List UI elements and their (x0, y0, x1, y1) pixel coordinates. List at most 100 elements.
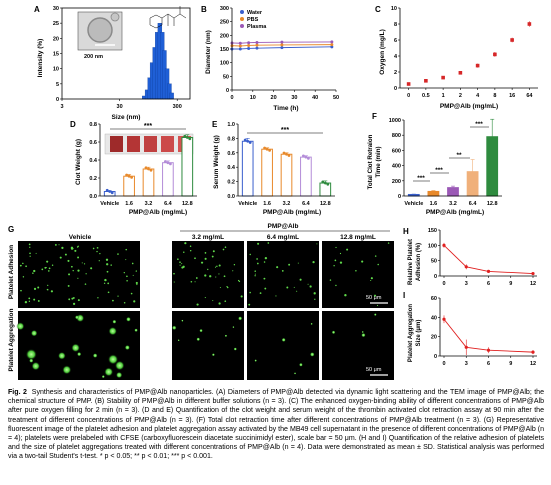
platelet-spot-0-1-11 (189, 245, 192, 247)
platelet-spot-0-0-77 (106, 270, 109, 273)
panel-e-dot-0-1 (246, 139, 250, 143)
panel-b-ylabel: Diameter (nm) (205, 30, 212, 74)
panel-g-col-vehicle: Vehicle (69, 234, 92, 241)
panel-f-xtick-label-4: 12.8 (487, 201, 498, 207)
panel-c-point-1 (424, 79, 428, 83)
platelet-spot-0-3-5 (374, 255, 377, 257)
panel-e-ytick-label-3: 0.6 (227, 151, 235, 157)
platelet-spot-1-2-3 (254, 359, 257, 362)
platelet-spot-0-0-69 (64, 253, 67, 256)
panel-h-yticks: 0 50 100 150 (428, 228, 440, 280)
panel-a-ytick-label-2: 10 (53, 67, 59, 73)
panel-c: C Oxygen (mg/L) 0 2 4 6 8 10 0 0.5 1 2 4 8 16 64 PMP… (375, 5, 538, 110)
panel-h-xtick-label-3: 9 (509, 281, 512, 287)
platelet-spot-0-0-66 (99, 252, 101, 255)
platelet-spot-0-1-15 (194, 257, 196, 260)
platelet-spot-0-0-59 (135, 281, 138, 285)
platelet-spot-0-0-41 (76, 246, 79, 248)
platelet-spot-1-1-9 (211, 353, 215, 357)
platelet-spot-0-1-42 (226, 286, 228, 288)
panel-a-ytick-label-6: 30 (53, 6, 59, 12)
panel-g-letter: G (8, 225, 14, 234)
platelet-spot-0-1-14 (204, 252, 207, 254)
platelet-spot-0-0-62 (107, 291, 110, 294)
platelet-spot-0-0-80 (33, 287, 37, 290)
platelet-spot-0-2-9 (259, 292, 262, 295)
panel-c-xtick-label-6: 16 (509, 93, 515, 99)
platelet-spot-1-3-0 (373, 313, 377, 316)
platelet-spot-1-0-4 (74, 315, 79, 320)
fluorescence-panel-0-0 (18, 241, 140, 308)
panel-f-ytick-label-1: 200 (392, 179, 401, 185)
panel-f: F Total Clot Retraion Time (min) 0 200 400… (367, 112, 502, 216)
panel-a: A Intensity (%) 0 5 10 15 20 25 30 3 30 300 Size… (34, 5, 191, 121)
platelet-spot-0-0-5 (47, 284, 49, 286)
platelet-spot-0-2-24 (286, 286, 289, 289)
platelet-spot-0-0-17 (96, 250, 98, 253)
panel-e-xtick-label-4: 12.8 (320, 201, 331, 207)
platelet-spot-0-2-20 (316, 243, 318, 245)
clot-photo-1-6 (127, 136, 140, 152)
platelet-spot-0-2-1 (297, 262, 299, 264)
panel-d-xtick-label-2: 3.2 (145, 201, 153, 207)
panel-f-ylabel-1: Total Clot Retraion (367, 134, 374, 189)
panel-b-xlabel: Time (h) (273, 105, 298, 112)
scale-label-top: 50 μm (366, 295, 382, 301)
tem-scale-label: 200 nm (84, 54, 103, 60)
panel-c-xtick-label-0: 0 (407, 93, 410, 99)
platelet-spot-0-0-75 (48, 267, 51, 270)
platelet-spot-0-0-34 (125, 259, 127, 261)
platelet-spot-0-2-22 (256, 258, 258, 260)
platelet-spot-0-1-18 (173, 272, 175, 275)
panel-e-xtick-label-2: 3.2 (283, 201, 291, 207)
panel-f-sig-3: ** (456, 152, 462, 159)
platelet-spot-0-0-30 (19, 264, 22, 267)
panel-c-ytick-label-5: 10 (391, 6, 397, 12)
platelet-spot-0-0-45 (32, 272, 34, 274)
platelet-spot-0-1-28 (219, 287, 221, 289)
panel-b-letter: B (201, 5, 207, 14)
platelet-spot-1-0-13 (108, 326, 117, 336)
platelet-spot-0-0-44 (92, 247, 95, 250)
platelet-spot-0-1-34 (181, 263, 183, 265)
panel-c-xtick-label-3: 2 (459, 93, 462, 99)
panel-e-xtick-label-0: Vehicle (238, 201, 257, 207)
platelet-spot-0-1-16 (211, 255, 214, 258)
platelet-spot-0-0-26 (107, 282, 110, 285)
panel-i-series (442, 315, 535, 356)
platelet-spot-0-0-24 (50, 290, 54, 293)
panel-d-clot-photo (104, 133, 194, 155)
panel-b-ytick-label-2: 100 (220, 61, 229, 67)
platelet-spot-1-2-1 (281, 337, 286, 342)
panel-d-xticks: Vehicle 1.6 3.2 6.4 12.8 (100, 201, 192, 207)
panel-e-letter: E (212, 120, 218, 129)
platelet-spot-1-0-9 (62, 365, 72, 375)
panel-e-bar-2 (280, 153, 293, 197)
platelet-spot-0-1-1 (212, 250, 215, 253)
panel-h: H Relative Platelet Adhesion (%) 0 50 100 1… (403, 227, 537, 287)
panel-f-ytick-label-4: 800 (392, 133, 401, 139)
platelet-spot-0-1-7 (182, 265, 185, 268)
panel-c-ytick-label-2: 4 (394, 54, 398, 60)
panel-a-ylabel: Intensity (%) (37, 39, 44, 78)
platelet-spot-0-0-8 (33, 269, 36, 273)
panel-c-xtick-label-1: 0.5 (422, 93, 430, 99)
panel-d-dot-4-1 (185, 136, 189, 139)
fluorescence-panel-1-1 (172, 311, 244, 380)
platelet-spot-0-3-16 (335, 246, 337, 249)
platelet-spot-1-1-1 (224, 334, 228, 338)
platelet-spot-0-0-61 (84, 283, 87, 285)
panel-d-dot-3-0 (164, 160, 167, 163)
platelet-spot-0-1-20 (179, 261, 181, 264)
panel-c-point-4 (475, 63, 480, 68)
panel-e-ylabel: Serum Weight (g) (213, 135, 220, 189)
panel-h-line (443, 245, 534, 274)
panel-b-point-0-4 (280, 46, 284, 50)
platelet-spot-0-0-63 (71, 297, 74, 300)
platelet-spot-0-1-37 (218, 264, 221, 267)
panel-i: I Platelet Aggregation Size (μm) 0204060… (403, 291, 537, 367)
panel-e-ytick-label-5: 1.0 (227, 122, 235, 128)
panel-h-xtick-label-2: 6 (487, 281, 490, 287)
platelet-spot-0-0-73 (68, 298, 71, 301)
